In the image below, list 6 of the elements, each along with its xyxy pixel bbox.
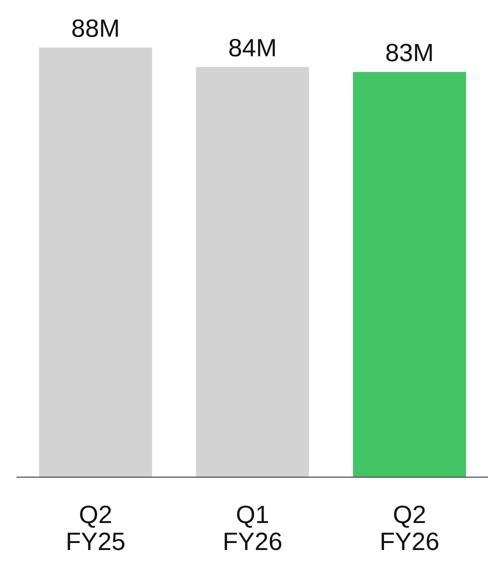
x-tick-label: Q2 FY25 — [68, 506, 124, 550]
x-tick-label: Q2 FY26 — [382, 506, 438, 550]
data-label: 84M — [229, 38, 275, 57]
data-label: 83M — [386, 44, 432, 62]
data-label: 88M — [72, 19, 118, 38]
x-tick-label: Q1 FY26 — [224, 506, 282, 550]
